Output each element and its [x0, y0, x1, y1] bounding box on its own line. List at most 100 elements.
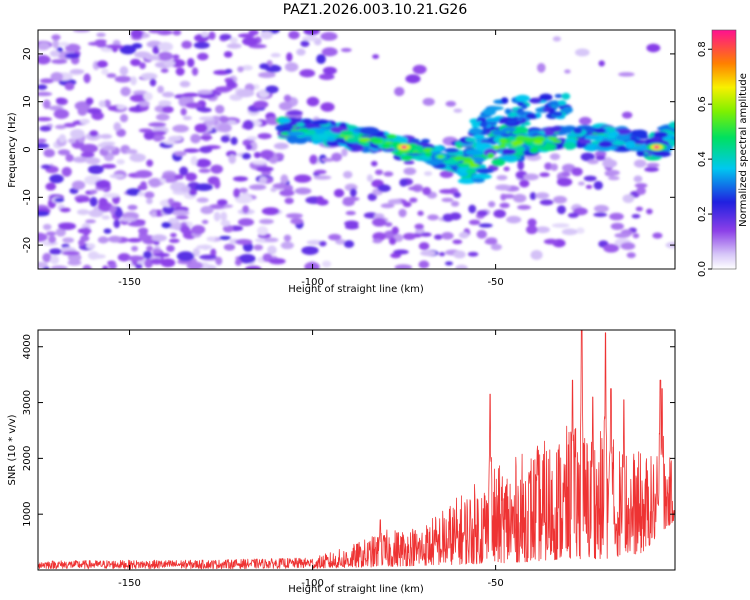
- spectrogram-cell: [48, 235, 57, 244]
- spectrogram-cell: [646, 208, 653, 215]
- snr-y-tick-label: 4000: [22, 334, 33, 359]
- spectrogram-cell: [417, 210, 424, 216]
- spectrogram-cell: [523, 173, 539, 181]
- spectrogram-cell: [63, 122, 77, 128]
- spectrogram-cell: [42, 99, 51, 110]
- spectrogram-cell: [127, 238, 142, 243]
- spectrogram-cell: [52, 38, 59, 49]
- spectrogram-cell: [234, 259, 242, 266]
- spectrogram-cell: [194, 123, 208, 133]
- spectrogram-cell: [394, 264, 413, 269]
- spectrogram-cell: [236, 88, 255, 98]
- spectrogram-cell: [248, 184, 267, 191]
- spectrogram-cell: [279, 189, 295, 197]
- spectrogram-cell: [67, 138, 77, 144]
- spectrogram-cell: [256, 166, 274, 172]
- spectrogram-cell: [259, 176, 268, 185]
- spectrogram-cell: [58, 41, 70, 47]
- spectrogram-cell: [226, 43, 242, 49]
- spectrogram-x-label: Height of straight line (km): [288, 284, 424, 295]
- spectrogram-cell: [64, 82, 75, 91]
- spectrogram-cell: [96, 42, 107, 48]
- spectrogram-cell: [129, 153, 146, 163]
- spectrogram-cell: [585, 184, 593, 190]
- spectrogram-cell: [242, 242, 254, 252]
- spectrogram-cell: [264, 237, 279, 243]
- spectrogram-cell: [151, 234, 167, 242]
- spectrogram-cell: [89, 130, 99, 137]
- spectrogram-cell: [105, 44, 124, 49]
- spectrogram-cell: [62, 237, 75, 244]
- spectrogram-cell: [185, 172, 197, 182]
- spectrogram-cell: [283, 234, 292, 242]
- spectrogram-cell: [546, 136, 558, 140]
- spectrogram-cell: [576, 227, 585, 234]
- spectrogram-cell: [544, 162, 553, 171]
- spectrogram-cell: [512, 193, 527, 203]
- spectrogram-cell: [517, 204, 531, 210]
- spectrogram-cell: [201, 219, 209, 224]
- spectrogram-cell: [525, 225, 538, 235]
- spectrogram-cell: [552, 139, 562, 144]
- spectrogram-cell: [561, 92, 571, 100]
- spectrogram-cell: [311, 139, 324, 145]
- spectrogram-cell: [259, 63, 270, 70]
- spectrogram-cell: [450, 200, 460, 207]
- spectrogram-cell: [102, 145, 117, 151]
- spectrogram-cell: [288, 30, 300, 40]
- spectrogram-cell: [103, 99, 111, 108]
- spectrogram-cell: [593, 204, 609, 213]
- spectrogram-cell: [644, 166, 659, 172]
- spectrogram-cell: [595, 155, 606, 161]
- spectrogram-cell: [573, 127, 583, 134]
- spectrogram-cell: [369, 137, 383, 143]
- spectrogram-cell: [232, 176, 249, 182]
- spectrogram-cell: [206, 236, 216, 242]
- snr-x-tick-label: -50: [487, 578, 503, 589]
- spectrogram-cell: [635, 206, 643, 212]
- spectrogram-cell: [97, 236, 109, 244]
- spectrogram-cell: [119, 113, 129, 123]
- spectrogram-cell: [248, 30, 259, 36]
- spectrogram-cell: [157, 85, 164, 94]
- spectrogram-cell: [372, 54, 380, 59]
- spectrogram-cell: [479, 121, 488, 128]
- spectrogram-cell: [127, 204, 138, 211]
- spectrogram-cell: [199, 135, 213, 140]
- spectrogram-cell: [530, 250, 543, 260]
- spectrogram-cell: [367, 193, 377, 201]
- spectrogram-cell: [237, 66, 244, 73]
- spectrogram-cell: [567, 212, 579, 218]
- spectrogram-cell: [455, 264, 468, 269]
- spectrogram-cell: [457, 178, 477, 184]
- spectrogram-cell: [457, 162, 471, 168]
- spectrogram-cell: [138, 128, 153, 133]
- spectrogram-cell: [150, 211, 157, 218]
- spectrogram-cell: [64, 52, 80, 59]
- spectrogram-cell: [525, 113, 536, 119]
- spectrogram-cell: [148, 178, 161, 188]
- spectrogram-cell: [444, 261, 454, 266]
- spectrogram-cell: [71, 180, 86, 190]
- spectrogram-cell: [137, 191, 145, 197]
- spectrogram-cell: [621, 111, 633, 119]
- spectrogram-cell: [296, 48, 306, 56]
- spectrogram-cell: [519, 179, 530, 188]
- spectrogram-cell: [146, 197, 153, 205]
- spectrogram-cell: [210, 164, 223, 174]
- spectrogram-cell: [449, 212, 462, 221]
- spectrogram-cell: [185, 102, 203, 109]
- spectrogram-cell: [85, 219, 96, 224]
- spectrogram-cell: [132, 90, 148, 96]
- spectrogram-cell: [345, 210, 356, 216]
- spectrogram-cell: [499, 202, 510, 209]
- spectrogram-cell: [127, 255, 145, 262]
- spectrogram-cell: [117, 253, 131, 262]
- spectrogram-cell: [170, 232, 177, 238]
- spectrogram-cell: [175, 215, 189, 220]
- spectrogram-cell: [441, 197, 454, 203]
- spectrogram-cell: [40, 164, 52, 170]
- spectrogram-cell: [119, 66, 129, 76]
- spectrogram-cell: [245, 265, 262, 269]
